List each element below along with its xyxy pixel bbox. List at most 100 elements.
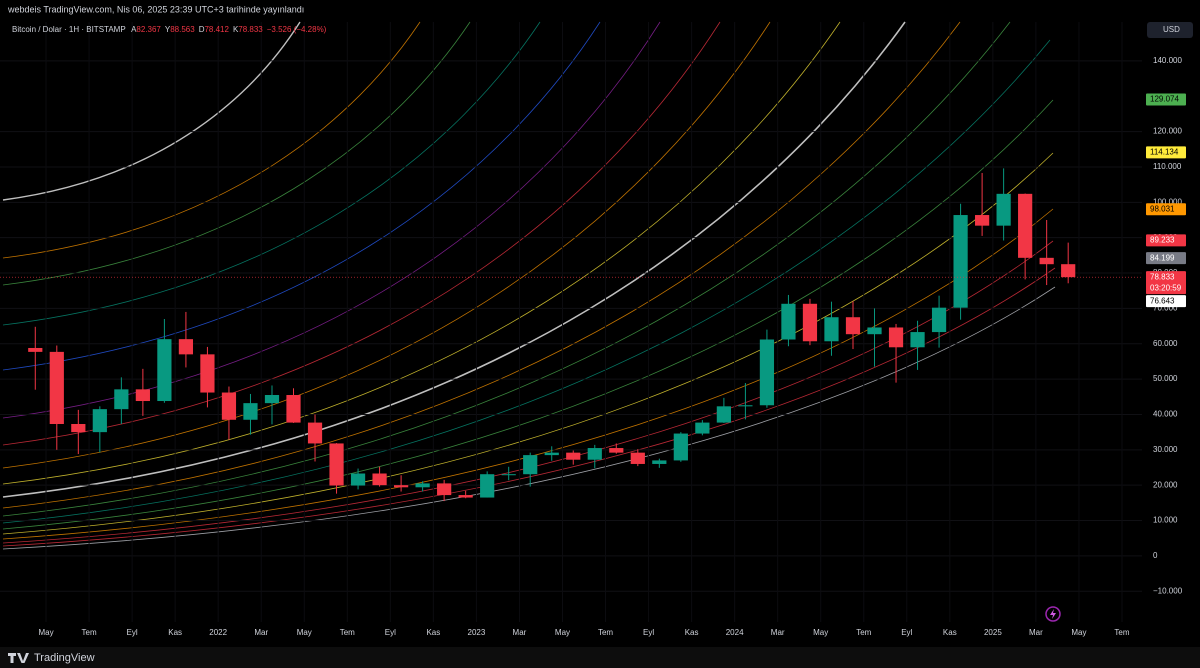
fan-curve xyxy=(2,208,1054,540)
candle-body xyxy=(114,389,129,410)
candle-body xyxy=(1039,257,1054,265)
change: −3.526 (−4.28%) xyxy=(267,25,327,34)
fan-curve xyxy=(2,21,961,509)
y-tick-label: 140.000 xyxy=(1153,56,1182,65)
candle-body xyxy=(372,473,387,486)
candle-body xyxy=(480,474,495,498)
plot xyxy=(0,22,1142,622)
candle-body xyxy=(931,307,947,333)
fan-curve xyxy=(2,21,1011,517)
candle-body xyxy=(544,452,559,456)
candle-body xyxy=(587,448,602,460)
x-tick-label: Kas xyxy=(426,628,440,637)
x-tick-label: May xyxy=(1071,628,1086,637)
price-label-box xyxy=(1146,146,1186,159)
x-tick-label: May xyxy=(38,628,53,637)
candle-body xyxy=(975,215,990,226)
price-label-box xyxy=(1146,203,1186,216)
currency[interactable]: USD xyxy=(1163,25,1180,34)
fan-curve xyxy=(2,21,541,326)
candle-body xyxy=(695,422,710,434)
candle-body xyxy=(523,455,538,475)
price-label-box xyxy=(1146,93,1186,106)
x-tick-label: Mar xyxy=(513,628,527,637)
x-tick-label: Tem xyxy=(82,628,97,637)
candle-body xyxy=(609,448,624,453)
y-tick-label: 60.000 xyxy=(1153,339,1178,348)
ohlc-value: 78.412 xyxy=(204,25,229,34)
fan-curve xyxy=(2,99,1054,530)
x-tick-label: Mar xyxy=(1029,628,1043,637)
x-tick-label: May xyxy=(813,628,828,637)
price-label: 78.833 xyxy=(1150,272,1175,281)
ohlc-value: 88.563 xyxy=(170,25,195,34)
y-tick-label: 50.000 xyxy=(1153,374,1178,383)
candle-body xyxy=(157,339,172,402)
candle-body xyxy=(264,395,280,404)
x-tick-label: Eyl xyxy=(643,628,654,637)
top-bar xyxy=(0,0,1200,20)
price-label: 114.134 xyxy=(1150,147,1179,156)
price-label-box xyxy=(1146,252,1186,265)
candle-body xyxy=(652,460,667,464)
fan-curve xyxy=(2,152,1054,535)
price-label-box xyxy=(1146,271,1186,295)
x-tick-label: May xyxy=(297,628,312,637)
fan-curve xyxy=(2,21,771,469)
candle-body xyxy=(49,351,64,425)
candle-body xyxy=(566,452,581,460)
currency-button[interactable] xyxy=(1147,22,1193,38)
y-tick-label: 110.000 xyxy=(1153,162,1182,171)
fan-curve xyxy=(2,21,301,201)
ohlc-value: 78.833 xyxy=(238,25,263,34)
ohlc-value: 82.367 xyxy=(136,25,161,34)
x-tick-label: Mar xyxy=(771,628,785,637)
candle-body xyxy=(71,424,86,433)
candle-body xyxy=(1061,264,1076,278)
candle-body xyxy=(415,483,430,488)
candle-body xyxy=(738,405,753,407)
alert-bolt xyxy=(1050,609,1056,619)
candle-body xyxy=(92,409,107,433)
x-tick-label: Eyl xyxy=(127,628,138,637)
candle-body xyxy=(996,193,1011,226)
candle-body xyxy=(781,303,796,340)
x-tick-label: May xyxy=(555,628,570,637)
x-tick-label: Tem xyxy=(598,628,613,637)
candle-body xyxy=(393,485,409,488)
candle-body xyxy=(200,354,215,393)
x-tick-label: Eyl xyxy=(385,628,396,637)
candle-body xyxy=(243,403,258,420)
y-tick-label: 20.000 xyxy=(1153,480,1178,489)
candle-body xyxy=(802,303,818,342)
published: webdeis TradingView.com, Nis 06, 2025 23… xyxy=(7,4,304,14)
price-label: 98.031 xyxy=(1150,204,1175,213)
alert-icon[interactable] xyxy=(1045,606,1061,622)
price-label: 84.199 xyxy=(1150,253,1175,262)
ohlc-key: D xyxy=(199,25,205,34)
x-tick-label: 2025 xyxy=(984,628,1002,637)
price-label: 89.233 xyxy=(1150,235,1175,244)
price-label-box xyxy=(1146,295,1186,308)
x-tick-label: 2023 xyxy=(468,628,486,637)
x-tick-label: Eyl xyxy=(901,628,912,637)
price-label: 129.074 xyxy=(1150,95,1179,104)
x-tick-label: Kas xyxy=(168,628,182,637)
candle-body xyxy=(437,483,452,496)
symbol: Bitcoin / Dolar · 1H · BITSTAMP xyxy=(12,25,125,34)
y-tick-label: 70.000 xyxy=(1153,303,1178,312)
candle-body xyxy=(910,332,925,348)
candle-body xyxy=(673,433,688,461)
price-label: 76.643 xyxy=(1150,296,1175,305)
countdown: 03:20:59 xyxy=(1150,283,1182,292)
y-tick-label: −10.000 xyxy=(1153,586,1183,595)
candle-body xyxy=(888,327,904,348)
price-label-box xyxy=(1146,234,1186,247)
x-tick-label: 2022 xyxy=(209,628,227,637)
x-tick-label: Mar xyxy=(254,628,268,637)
candle-body xyxy=(178,339,194,355)
y-tick-label: 40.000 xyxy=(1153,410,1178,419)
